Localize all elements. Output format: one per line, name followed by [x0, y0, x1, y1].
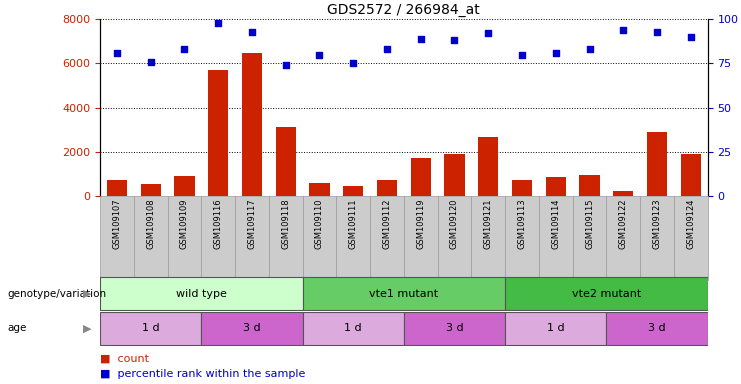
Bar	[107, 180, 127, 196]
Bar	[202, 312, 302, 345]
Bar	[674, 196, 708, 280]
Bar	[411, 158, 431, 196]
Bar	[269, 196, 302, 280]
Text: GSM109118: GSM109118	[281, 199, 290, 249]
Bar	[167, 196, 202, 280]
Text: GSM109121: GSM109121	[484, 199, 493, 249]
Point	[516, 51, 528, 58]
Text: 1 d: 1 d	[547, 323, 565, 333]
Text: GSM109112: GSM109112	[382, 199, 391, 249]
Bar	[343, 186, 363, 196]
Text: GSM109113: GSM109113	[517, 199, 527, 249]
Text: age: age	[7, 323, 27, 333]
Bar	[336, 196, 370, 280]
Text: GSM109111: GSM109111	[349, 199, 358, 249]
Bar	[242, 53, 262, 196]
Bar	[573, 196, 606, 280]
Bar	[539, 196, 573, 280]
Bar	[505, 312, 606, 345]
Text: vte1 mutant: vte1 mutant	[369, 289, 439, 299]
Text: 1 d: 1 d	[345, 323, 362, 333]
Title: GDS2572 / 266984_at: GDS2572 / 266984_at	[328, 3, 480, 17]
Point	[179, 46, 190, 52]
Bar	[445, 154, 465, 196]
Point	[212, 20, 224, 26]
Point	[348, 60, 359, 66]
Bar	[174, 176, 195, 196]
Bar	[100, 196, 134, 280]
Bar	[309, 183, 330, 196]
Text: ■  percentile rank within the sample: ■ percentile rank within the sample	[100, 369, 305, 379]
Text: vte2 mutant: vte2 mutant	[572, 289, 641, 299]
Point	[482, 30, 494, 36]
Bar	[404, 196, 438, 280]
Text: GSM109109: GSM109109	[180, 199, 189, 249]
Bar	[505, 277, 708, 310]
Text: GSM109122: GSM109122	[619, 199, 628, 249]
Bar	[640, 196, 674, 280]
Bar	[545, 177, 566, 196]
Point	[415, 36, 427, 42]
Point	[651, 28, 663, 35]
Bar	[471, 196, 505, 280]
Point	[448, 37, 460, 43]
Bar	[613, 192, 634, 196]
Point	[584, 46, 596, 52]
Point	[617, 27, 629, 33]
Point	[313, 51, 325, 58]
Text: GSM109110: GSM109110	[315, 199, 324, 249]
Bar	[438, 196, 471, 280]
Bar	[681, 154, 701, 196]
Bar	[647, 132, 667, 196]
Point	[111, 50, 123, 56]
Bar	[579, 175, 599, 196]
Bar	[134, 196, 167, 280]
Bar	[478, 137, 499, 196]
Text: GSM109117: GSM109117	[247, 199, 256, 249]
Text: GSM109108: GSM109108	[146, 199, 155, 249]
Bar	[370, 196, 404, 280]
Bar	[100, 277, 302, 310]
Bar	[235, 196, 269, 280]
Text: ▶: ▶	[83, 323, 91, 333]
Point	[246, 28, 258, 35]
Text: GSM109107: GSM109107	[113, 199, 122, 249]
Text: GSM109124: GSM109124	[686, 199, 695, 249]
Bar	[512, 180, 532, 196]
Point	[144, 58, 156, 65]
Text: GSM109114: GSM109114	[551, 199, 560, 249]
Text: 3 d: 3 d	[243, 323, 261, 333]
Bar	[302, 196, 336, 280]
Point	[381, 46, 393, 52]
Text: ■  count: ■ count	[100, 354, 149, 364]
Bar	[302, 277, 505, 310]
Bar	[505, 196, 539, 280]
Bar	[141, 184, 161, 196]
Point	[550, 50, 562, 56]
Bar	[404, 312, 505, 345]
Text: GSM109116: GSM109116	[213, 199, 223, 249]
Text: GSM109115: GSM109115	[585, 199, 594, 249]
Text: 1 d: 1 d	[142, 323, 159, 333]
Bar	[377, 180, 397, 196]
Bar	[606, 196, 640, 280]
Bar	[202, 196, 235, 280]
Text: wild type: wild type	[176, 289, 227, 299]
Text: ▶: ▶	[83, 289, 91, 299]
Text: genotype/variation: genotype/variation	[7, 289, 107, 299]
Bar	[100, 312, 202, 345]
Bar	[208, 70, 228, 196]
Bar	[276, 127, 296, 196]
Text: GSM109119: GSM109119	[416, 199, 425, 249]
Text: GSM109123: GSM109123	[653, 199, 662, 249]
Point	[280, 62, 292, 68]
Text: 3 d: 3 d	[648, 323, 666, 333]
Bar	[302, 312, 404, 345]
Text: GSM109120: GSM109120	[450, 199, 459, 249]
Text: 3 d: 3 d	[445, 323, 463, 333]
Point	[685, 34, 697, 40]
Bar	[606, 312, 708, 345]
